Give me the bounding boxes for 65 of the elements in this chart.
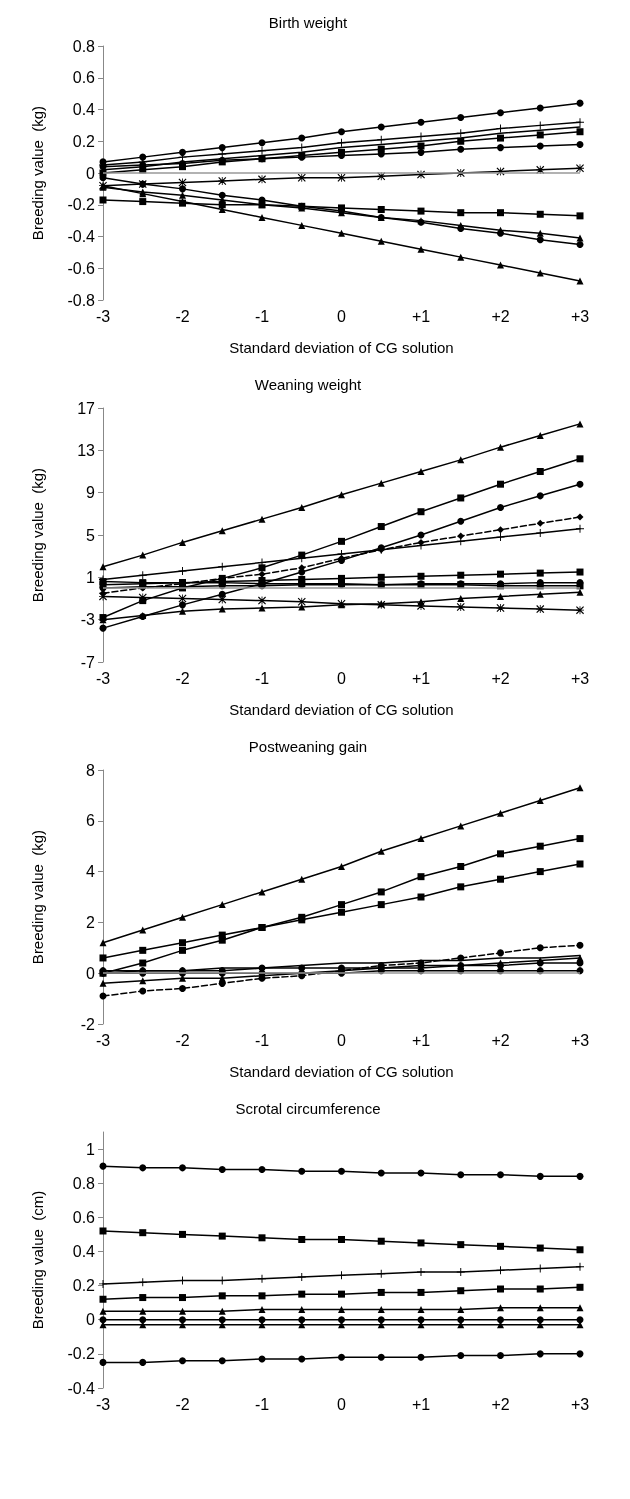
y-tick-label: 0.2: [72, 132, 96, 150]
chart-title: Postweaning gain: [248, 738, 368, 755]
y-tick-label: 17: [77, 399, 96, 417]
y-tick-label: -7: [80, 653, 96, 671]
x-tick-label: 0: [337, 1395, 347, 1413]
x-tick-label: +2: [491, 1395, 510, 1413]
x-axis-title: Standard deviation of CG solution: [229, 1063, 454, 1080]
x-tick-label: +2: [491, 307, 510, 325]
x-tick-label: -2: [175, 669, 190, 687]
y-axis-title: Breeding value (kg): [29, 467, 46, 603]
x-tick-label: +1: [411, 307, 431, 325]
chart-title: Weaning weight: [254, 376, 363, 393]
x-tick-label: -1: [254, 1031, 270, 1049]
y-tick-label: -2: [80, 1015, 96, 1033]
y-tick-label: 0.6: [72, 69, 96, 87]
y-tick-label: -0.4: [67, 1379, 96, 1397]
y-tick-label: 9: [86, 484, 96, 502]
y-tick-label: 0.6: [72, 1208, 96, 1226]
y-tick-label: -0.4: [67, 228, 96, 245]
y-tick-label: 0: [86, 164, 96, 182]
y-axis-title: Breeding value (kg): [29, 829, 46, 965]
x-tick-label: +3: [570, 1031, 590, 1049]
y-tick-label: -0.8: [67, 291, 96, 309]
x-tick-label: 0: [337, 669, 347, 687]
y-tick-label: 13: [77, 441, 96, 459]
y-tick-label: 0.2: [72, 1277, 96, 1295]
x-tick-label: +3: [570, 1395, 590, 1413]
x-tick-label: +1: [411, 669, 431, 687]
y-tick-label: 5: [86, 526, 96, 544]
chart-title: Scrotal circumference: [235, 1100, 381, 1117]
y-tick-label: 0: [86, 964, 96, 982]
x-tick-label: -1: [254, 1395, 270, 1413]
y-tick-label: 6: [86, 812, 96, 830]
x-tick-label: +1: [411, 1031, 431, 1049]
y-tick-label: -0.6: [67, 259, 96, 277]
x-axis-title: Standard deviation of CG solution: [229, 339, 454, 356]
chart-title: Birth weight: [268, 14, 349, 31]
x-tick-label: 0: [337, 1031, 347, 1049]
x-tick-label: +3: [570, 669, 590, 687]
x-axis-title: Standard deviation of CG solution: [229, 701, 454, 718]
x-tick-label: +2: [491, 669, 510, 687]
x-tick-label: -2: [175, 1395, 190, 1413]
x-tick-label: +1: [411, 1395, 431, 1413]
y-tick-label: 2: [86, 913, 96, 931]
y-tick-label: 0.4: [72, 101, 96, 118]
y-tick-label: -0.2: [67, 1345, 96, 1363]
y-tick-label: 4: [86, 863, 96, 881]
y-tick-label: 0.8: [72, 1174, 96, 1192]
y-tick-label: -0.2: [67, 196, 96, 214]
y-axis-title: Breeding value (cm): [29, 1190, 46, 1330]
y-axis-title: Breeding value (kg): [29, 105, 46, 241]
x-tick-label: 0: [337, 307, 347, 325]
x-tick-label: -2: [175, 1031, 190, 1049]
y-tick-label: 1: [86, 1140, 96, 1158]
x-tick-label: +3: [570, 307, 590, 325]
x-tick-label: -2: [175, 307, 190, 325]
y-tick-label: 0: [86, 1311, 96, 1329]
x-tick-label: +2: [491, 1031, 510, 1049]
y-tick-label: -3: [80, 611, 96, 629]
y-tick-label: 1: [86, 568, 96, 586]
x-tick-label: -1: [254, 669, 270, 687]
y-tick-label: 0.8: [72, 37, 96, 55]
y-tick-label: 0.4: [72, 1242, 96, 1260]
x-tick-label: -1: [254, 307, 270, 325]
y-tick-label: 8: [86, 761, 96, 779]
